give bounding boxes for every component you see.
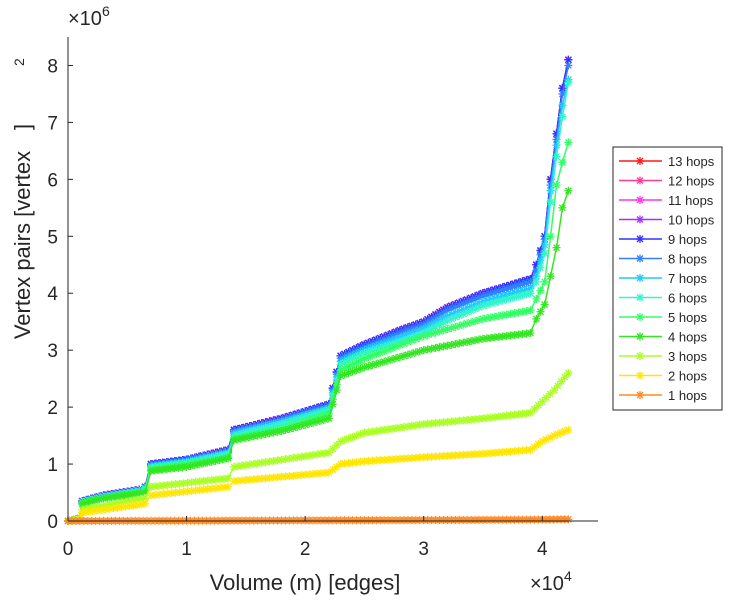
data-point bbox=[532, 277, 541, 286]
marker-stroke bbox=[553, 136, 560, 143]
marker-stroke bbox=[507, 294, 515, 302]
marker-stroke bbox=[526, 278, 534, 286]
marker-stroke bbox=[360, 349, 368, 357]
marker-stroke bbox=[487, 290, 495, 298]
marker-stroke bbox=[372, 345, 380, 353]
data-point bbox=[564, 61, 573, 70]
marker-stroke bbox=[519, 291, 526, 299]
data-point bbox=[455, 311, 464, 320]
marker-stroke bbox=[499, 297, 507, 305]
marker-stroke bbox=[495, 287, 503, 295]
marker-stroke bbox=[519, 280, 526, 288]
data-point bbox=[564, 55, 573, 64]
data-point bbox=[552, 152, 561, 161]
marker-stroke bbox=[499, 286, 507, 294]
marker-stroke bbox=[487, 300, 495, 308]
marker-stroke bbox=[564, 79, 572, 87]
marker-stroke bbox=[479, 302, 487, 310]
data-point bbox=[506, 294, 515, 303]
marker-stroke bbox=[479, 292, 487, 300]
marker-stroke bbox=[558, 113, 566, 121]
marker-stroke bbox=[491, 299, 499, 307]
series-line bbox=[67, 142, 570, 522]
marker-stroke bbox=[523, 279, 530, 287]
marker-stroke bbox=[553, 153, 560, 161]
data-point bbox=[546, 186, 555, 195]
marker-stroke bbox=[483, 301, 491, 309]
marker-stroke bbox=[547, 198, 555, 206]
marker-stroke bbox=[515, 292, 523, 300]
marker-stroke bbox=[558, 90, 566, 98]
marker-stroke bbox=[364, 348, 372, 356]
data-point bbox=[518, 291, 527, 300]
data-point bbox=[514, 292, 523, 301]
series-5-hops bbox=[64, 138, 573, 525]
data-point bbox=[564, 78, 573, 87]
marker-stroke bbox=[491, 289, 499, 296]
data-point bbox=[486, 299, 495, 308]
marker-stroke bbox=[523, 290, 530, 298]
marker-stroke bbox=[515, 281, 523, 289]
marker-stroke bbox=[537, 264, 544, 272]
marker-stroke bbox=[503, 296, 511, 303]
series-7-hops bbox=[64, 75, 573, 525]
data-point bbox=[526, 289, 535, 298]
marker-stroke bbox=[532, 278, 540, 286]
series-6-hops bbox=[64, 78, 573, 525]
marker-stroke bbox=[541, 249, 549, 257]
marker-stroke bbox=[564, 56, 572, 64]
data-point bbox=[558, 112, 567, 121]
data-point bbox=[540, 240, 549, 249]
data-point bbox=[546, 198, 555, 207]
marker-stroke bbox=[564, 62, 572, 69]
marker-stroke bbox=[511, 293, 519, 301]
marker-stroke bbox=[541, 241, 549, 249]
marker-stroke bbox=[368, 347, 376, 354]
marker-stroke bbox=[507, 284, 515, 292]
plot-area bbox=[64, 55, 573, 525]
marker-stroke bbox=[511, 283, 519, 291]
data-point bbox=[536, 263, 545, 272]
marker-stroke bbox=[495, 298, 503, 306]
marker-stroke bbox=[526, 289, 534, 297]
marker-stroke bbox=[503, 285, 511, 293]
marker-stroke bbox=[483, 291, 491, 299]
data-point bbox=[540, 249, 549, 258]
